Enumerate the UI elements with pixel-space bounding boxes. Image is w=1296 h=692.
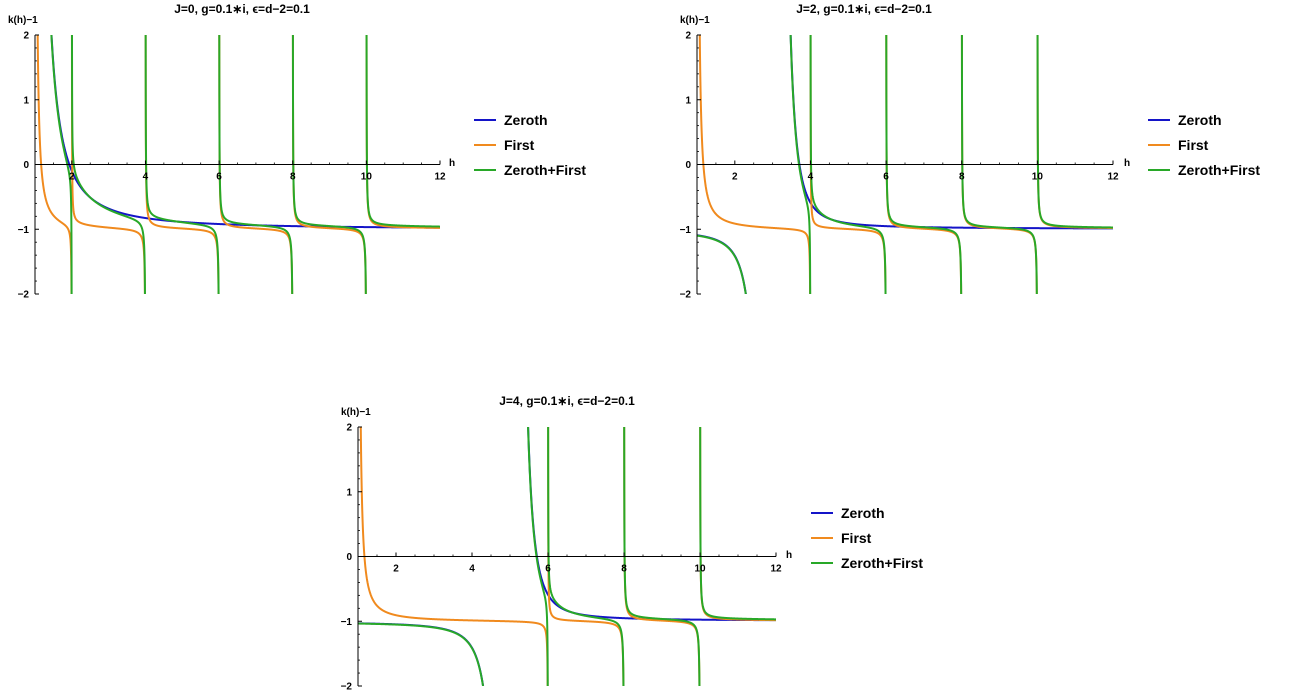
y-tick-label: 2 xyxy=(346,423,352,434)
chart-panel-j2: J=2, g=0.1∗i, ϵ=d−2=0.1 k(h)−1 h 2 4 6 8 10 1… xyxy=(680,2,1261,301)
x-axis-label: h xyxy=(449,158,455,169)
legend-label: First xyxy=(1178,137,1209,153)
x-tick-label: 4 xyxy=(143,172,149,183)
legend-label: First xyxy=(504,137,535,153)
legend: Zeroth First Zeroth+First xyxy=(1148,112,1260,178)
series-first xyxy=(36,35,440,294)
series-zeroth-first xyxy=(697,35,1113,294)
chart-title: J=2, g=0.1∗i, ϵ=d−2=0.1 xyxy=(796,2,932,16)
legend-label: Zeroth+First xyxy=(504,162,586,178)
legend-item-first: First xyxy=(811,530,872,546)
x-tick-label: 2 xyxy=(393,564,399,575)
x-tick-label: 8 xyxy=(621,564,627,575)
plot-area xyxy=(358,427,776,686)
y-tick-label: −2 xyxy=(341,682,353,692)
x-tick-label: 12 xyxy=(1107,172,1119,183)
series-zeroth-first xyxy=(50,35,440,294)
legend-item-first: First xyxy=(1148,137,1209,153)
x-tick-label: 12 xyxy=(434,172,446,183)
x-tick-label: 6 xyxy=(216,172,222,183)
chart-title: J=0, g=0.1∗i, ϵ=d−2=0.1 xyxy=(174,2,310,16)
legend-label: Zeroth+First xyxy=(841,555,923,571)
y-tick-label: 1 xyxy=(685,95,691,106)
y-tick-label: 1 xyxy=(23,95,29,106)
series-first xyxy=(698,35,1113,294)
y-axis-label: k(h)−1 xyxy=(8,15,38,26)
y-tick-label: 1 xyxy=(346,487,352,498)
x-tick-label: 6 xyxy=(545,564,551,575)
x-tick-label: 10 xyxy=(694,564,706,575)
x-tick-label: 4 xyxy=(808,172,814,183)
x-tick-label: 2 xyxy=(69,172,75,183)
x-tick-label: 2 xyxy=(732,172,738,183)
legend: Zeroth First Zeroth+First xyxy=(474,112,586,178)
x-tick-label: 8 xyxy=(290,172,296,183)
x-tick-label: 10 xyxy=(1032,172,1044,183)
x-tick-label: 10 xyxy=(361,172,373,183)
legend: Zeroth First Zeroth+First xyxy=(811,505,923,571)
plot-area xyxy=(36,35,440,294)
legend-item-zeroth-first: Zeroth+First xyxy=(474,162,586,178)
legend-label: Zeroth xyxy=(1178,112,1222,128)
x-tick-label: 8 xyxy=(959,172,965,183)
y-tick-label: 0 xyxy=(346,552,352,563)
legend-label: First xyxy=(841,530,872,546)
y-axis-label: k(h)−1 xyxy=(680,15,710,26)
legend-item-zeroth-first: Zeroth+First xyxy=(1148,162,1260,178)
x-tick-label: 4 xyxy=(469,564,475,575)
chart-panel-j0: J=0, g=0.1∗i, ϵ=d−2=0.1 k(h)−1 h 2 4 6 8 10 1… xyxy=(8,2,586,301)
y-tick-label: 2 xyxy=(685,31,691,42)
x-axis-label: h xyxy=(786,550,792,561)
legend-item-zeroth: Zeroth xyxy=(811,505,885,521)
legend-item-first: First xyxy=(474,137,535,153)
y-tick-label: −1 xyxy=(680,225,692,236)
y-tick-label: 0 xyxy=(685,160,691,171)
plot-area xyxy=(697,35,1113,294)
legend-item-zeroth: Zeroth xyxy=(1148,112,1222,128)
x-tick-label: 6 xyxy=(883,172,889,183)
legend-label: Zeroth+First xyxy=(1178,162,1260,178)
y-tick-label: 2 xyxy=(23,31,29,42)
x-axis-label: h xyxy=(1124,158,1130,169)
series-zeroth xyxy=(358,427,776,686)
y-tick-label: −1 xyxy=(341,617,353,628)
y-axis-label: k(h)−1 xyxy=(341,407,371,418)
legend-item-zeroth-first: Zeroth+First xyxy=(811,555,923,571)
y-tick-label: −1 xyxy=(18,225,30,236)
y-tick-label: 0 xyxy=(23,160,29,171)
legend-item-zeroth: Zeroth xyxy=(474,112,548,128)
series-first xyxy=(359,427,776,686)
x-tick-label: 12 xyxy=(770,564,782,575)
chart-title: J=4, g=0.1∗i, ϵ=d−2=0.1 xyxy=(499,394,635,408)
y-tick-label: −2 xyxy=(18,290,30,301)
series-zeroth xyxy=(50,35,440,229)
legend-label: Zeroth xyxy=(841,505,885,521)
legend-label: Zeroth xyxy=(504,112,548,128)
chart-panel-j4: J=4, g=0.1∗i, ϵ=d−2=0.1 k(h)−1 h 2 4 6 8 10 1… xyxy=(341,394,924,692)
y-tick-label: −2 xyxy=(680,290,692,301)
series-zeroth-first xyxy=(358,427,776,686)
